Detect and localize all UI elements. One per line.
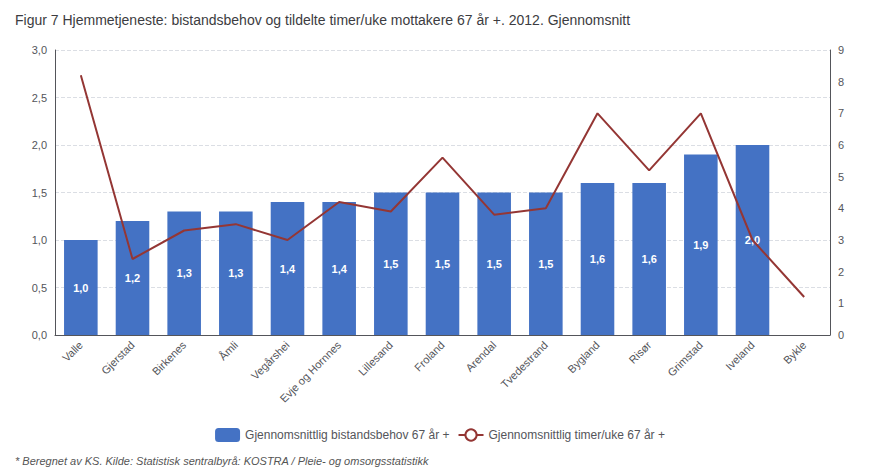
svg-text:1,6: 1,6: [590, 253, 605, 265]
svg-text:1,3: 1,3: [228, 267, 243, 279]
svg-text:5: 5: [838, 171, 844, 183]
svg-text:1,9: 1,9: [693, 239, 708, 251]
svg-text:3: 3: [838, 234, 844, 246]
svg-text:1,6: 1,6: [642, 253, 657, 265]
svg-text:1,3: 1,3: [177, 267, 192, 279]
svg-text:Birkenes: Birkenes: [150, 338, 189, 377]
svg-text:3,0: 3,0: [32, 44, 47, 56]
svg-text:1,5: 1,5: [538, 258, 553, 270]
svg-text:Figur 7 Hjemmetjeneste: bistan: Figur 7 Hjemmetjeneste: bistandsbehov og…: [15, 12, 630, 28]
svg-text:1,4: 1,4: [332, 263, 348, 275]
svg-text:Valle: Valle: [60, 339, 85, 364]
svg-text:Arendal: Arendal: [463, 339, 498, 374]
svg-text:1,4: 1,4: [280, 263, 296, 275]
svg-text:Bygland: Bygland: [565, 339, 602, 376]
svg-text:* Beregnet av KS. Kilde: Stati: * Beregnet av KS. Kilde: Statistisk sent…: [15, 455, 429, 467]
svg-text:1,5: 1,5: [32, 187, 47, 199]
svg-text:1: 1: [838, 297, 844, 309]
svg-text:0: 0: [838, 329, 844, 341]
svg-text:2: 2: [838, 266, 844, 278]
svg-text:4: 4: [838, 202, 844, 214]
svg-text:6: 6: [838, 139, 844, 151]
svg-text:Tvedestrand: Tvedestrand: [498, 339, 550, 391]
svg-text:Iveland: Iveland: [723, 339, 757, 373]
svg-text:Lillesand: Lillesand: [356, 339, 395, 378]
svg-text:Bykle: Bykle: [781, 339, 808, 366]
svg-text:Risør: Risør: [626, 339, 653, 366]
svg-text:Vegårshei: Vegårshei: [249, 339, 292, 382]
svg-text:Åmli: Åmli: [216, 339, 240, 363]
svg-text:7: 7: [838, 107, 844, 119]
svg-text:1,0: 1,0: [73, 282, 88, 294]
svg-text:1,0: 1,0: [32, 234, 47, 246]
svg-text:9: 9: [838, 44, 844, 56]
svg-text:2,0: 2,0: [32, 139, 47, 151]
svg-text:0,5: 0,5: [32, 282, 47, 294]
svg-text:Gjerstad: Gjerstad: [99, 339, 137, 377]
svg-text:Evje og Hornnes: Evje og Hornnes: [277, 338, 343, 404]
svg-text:1,5: 1,5: [435, 258, 450, 270]
svg-text:Froland: Froland: [412, 339, 447, 374]
svg-text:2,5: 2,5: [32, 92, 47, 104]
svg-text:Gjennomsnittlig timer/uke 67 å: Gjennomsnittlig timer/uke 67 år +: [489, 428, 665, 442]
svg-text:2,0: 2,0: [744, 234, 761, 246]
svg-text:1,2: 1,2: [125, 272, 140, 284]
svg-text:Gjennomsnittlig bistandsbehov: Gjennomsnittlig bistandsbehov 67 år +: [245, 428, 449, 442]
svg-text:8: 8: [838, 76, 844, 88]
svg-text:1,5: 1,5: [487, 258, 502, 270]
svg-text:Grimstad: Grimstad: [665, 339, 705, 379]
svg-text:1,5: 1,5: [383, 258, 398, 270]
svg-text:0,0: 0,0: [32, 329, 47, 341]
